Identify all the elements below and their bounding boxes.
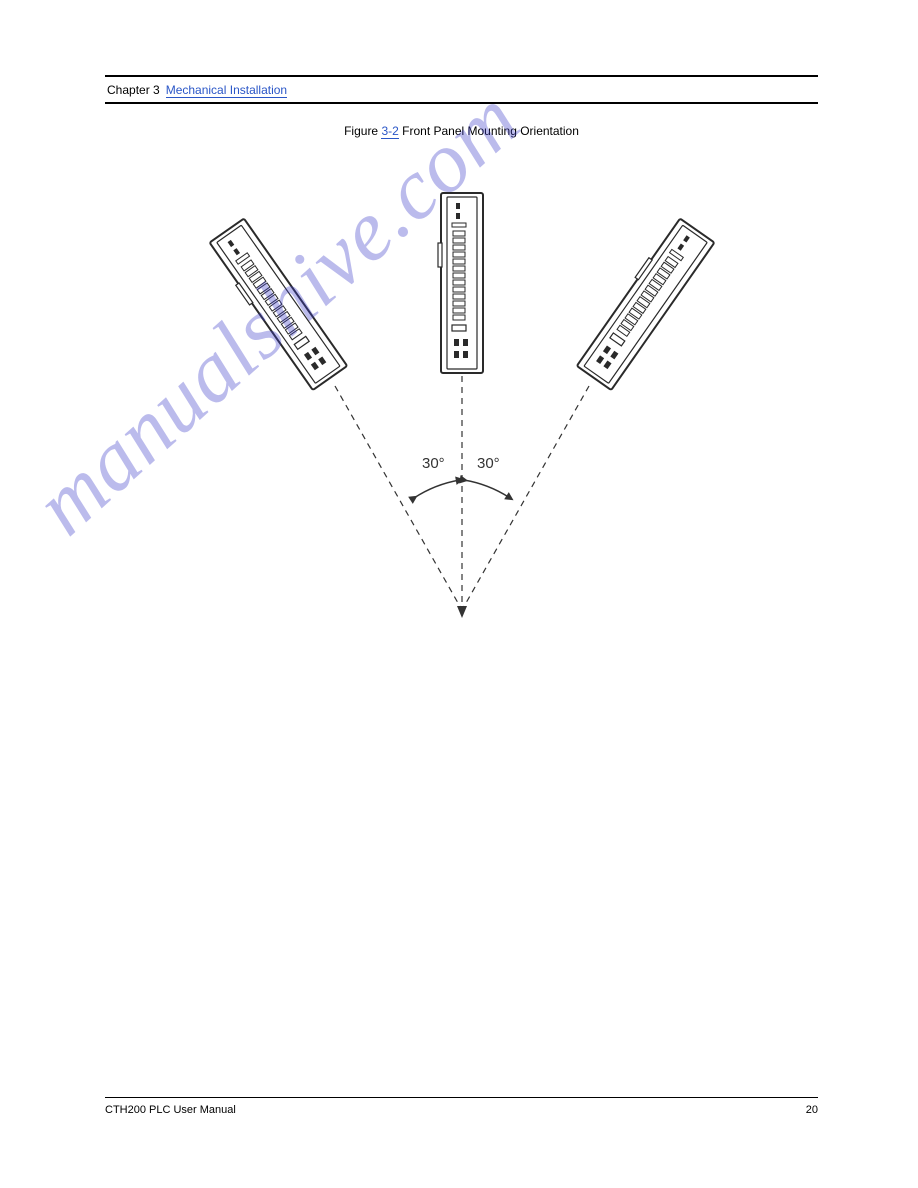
device-left [207,219,347,392]
header-rule-1 [105,75,818,77]
footer-page-number: 20 [806,1104,818,1116]
figure-caption-text: Front Panel Mounting Orientation [402,124,579,138]
device-center [438,193,483,373]
figure-number-link[interactable]: 3-2 [381,124,398,139]
header-row: Chapter 3 Mechanical Installation [105,83,818,98]
angle-label-right: 30° [477,455,500,472]
angle-label-left: 30° [422,455,445,472]
page-container: Chapter 3 Mechanical Installation Figure… [0,0,918,1188]
mounting-diagram: 30° 30° [202,168,722,648]
header-link[interactable]: Mechanical Installation [166,83,287,98]
radial-left [335,386,462,610]
diagram-svg: 30° 30° [202,168,722,648]
figure-caption: Figure 3-2 Front Panel Mounting Orientat… [105,124,818,138]
radial-right [462,386,589,610]
arc-left [414,480,460,498]
apex-arrow-icon [457,606,467,618]
header-rule-2 [105,102,818,104]
arc-right [464,480,510,498]
footer-bar: CTH200 PLC User Manual 20 [105,1097,818,1116]
footer-doc-title: CTH200 PLC User Manual [105,1104,236,1116]
figure-label-prefix: Figure [344,124,378,138]
device-right [574,217,714,390]
header-chapter: Chapter 3 [107,83,160,97]
